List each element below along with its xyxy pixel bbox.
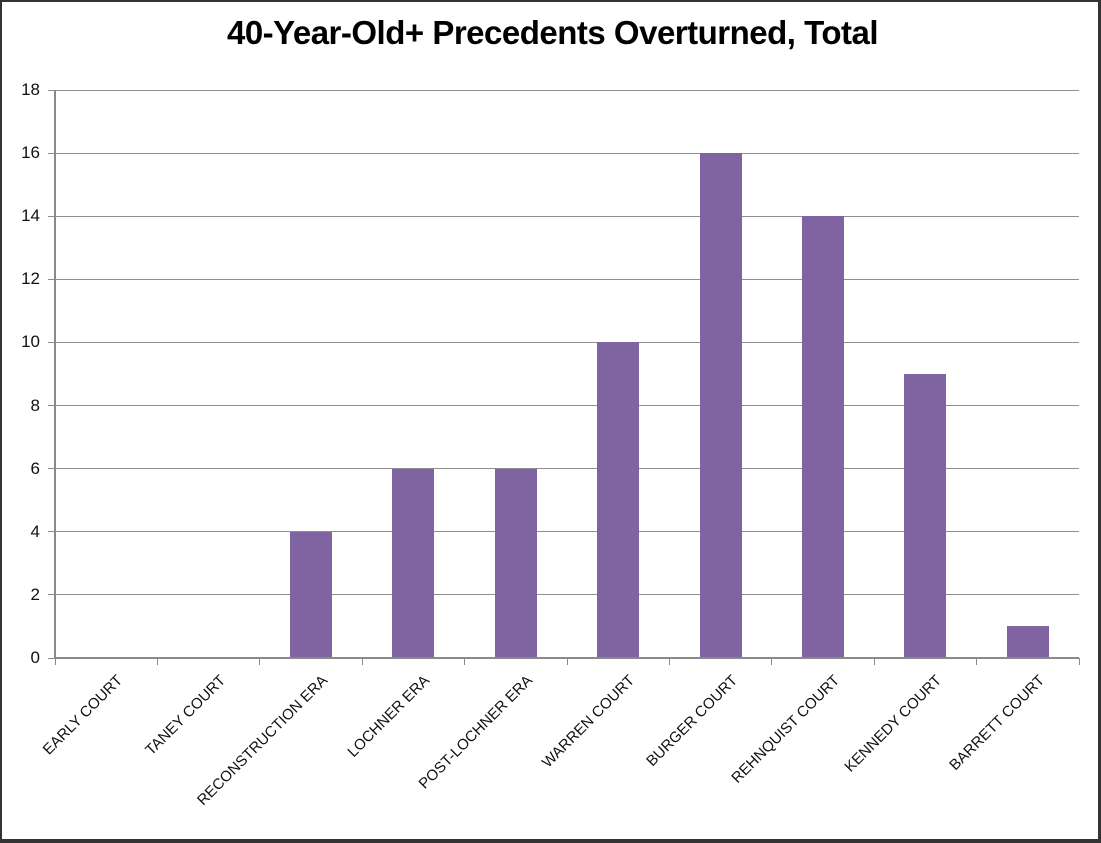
bar xyxy=(699,153,742,657)
y-axis-tick-label: 0 xyxy=(30,648,40,667)
x-axis-label: EARLY COURT xyxy=(39,672,127,759)
gridline xyxy=(55,405,1079,407)
gridline xyxy=(55,215,1079,217)
bar xyxy=(904,374,947,657)
y-axis-tick xyxy=(48,405,55,407)
y-axis-tick-label: 2 xyxy=(30,584,40,604)
bar xyxy=(597,342,640,657)
gridline xyxy=(55,278,1079,280)
gridline xyxy=(55,594,1079,596)
y-axis-tick-label: 10 xyxy=(21,332,40,352)
y-axis-tick xyxy=(48,531,55,533)
y-axis-tick xyxy=(48,594,55,596)
bar xyxy=(1006,626,1049,657)
x-axis-tick xyxy=(361,658,363,665)
bar xyxy=(802,216,844,657)
y-axis-tick-label: 12 xyxy=(21,269,40,289)
x-axis-tick xyxy=(771,658,773,665)
y-axis-tick xyxy=(48,278,55,280)
x-axis-tick xyxy=(976,658,978,665)
bar xyxy=(290,531,332,657)
bar xyxy=(494,468,537,657)
y-axis-tick-label: 4 xyxy=(30,521,40,541)
y-axis-tick xyxy=(48,215,55,217)
y-axis-tick xyxy=(48,657,55,659)
chart-title: 40-Year-Old+ Precedents Overturned, Tota… xyxy=(226,14,879,51)
x-axis-tick xyxy=(566,658,568,665)
y-axis-tick-label: 16 xyxy=(21,143,40,163)
gridline xyxy=(55,341,1079,343)
y-axis-tick xyxy=(48,468,55,470)
x-axis-tick xyxy=(464,658,466,665)
y-axis-tick-label: 6 xyxy=(30,458,40,478)
x-axis-tick xyxy=(873,658,875,665)
x-axis-tick xyxy=(156,658,158,665)
gridline xyxy=(55,152,1079,154)
x-axis-tick xyxy=(1078,658,1080,665)
y-axis-tick-label: 8 xyxy=(30,395,40,415)
y-axis-tick xyxy=(48,89,55,91)
y-axis-tick-label: 18 xyxy=(21,80,40,99)
x-axis-tick xyxy=(54,658,56,665)
y-axis-tick xyxy=(48,341,55,343)
y-axis-tick-label: 14 xyxy=(21,206,40,226)
y-axis-tick xyxy=(48,152,55,154)
x-axis-tick xyxy=(259,658,261,665)
y-axis-line xyxy=(54,90,56,658)
gridline xyxy=(55,89,1079,91)
x-axis-tick xyxy=(668,658,670,665)
gridline xyxy=(55,468,1079,470)
gridline xyxy=(55,531,1079,533)
bar xyxy=(392,468,435,657)
